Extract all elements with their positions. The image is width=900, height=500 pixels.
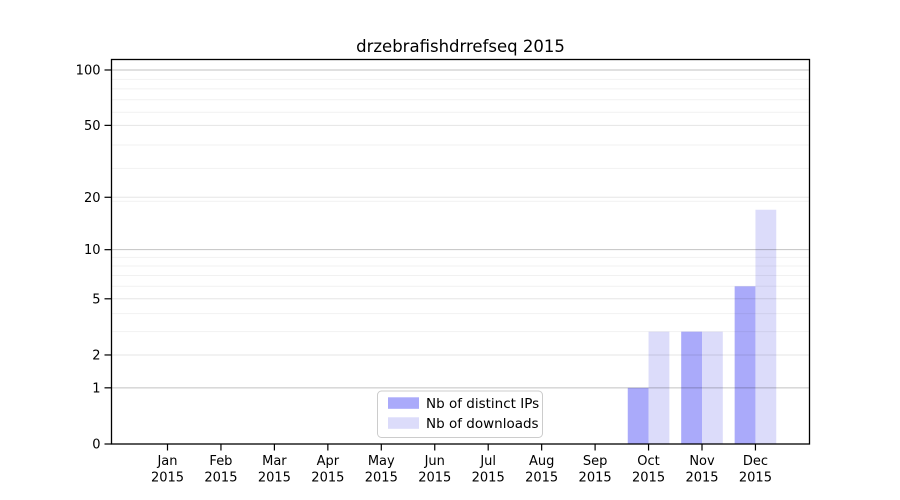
x-tick-label-year-may: 2015: [365, 471, 398, 486]
legend-label-downloads: Nb of downloads: [426, 416, 539, 432]
x-tick-label-year-apr: 2015: [311, 471, 344, 486]
chart-title: drzebrafishdrrefseq 2015: [356, 37, 565, 56]
y-tick-label-5: 5: [92, 292, 100, 307]
y-tick-label-1: 1: [92, 381, 100, 396]
x-tick-label-month-jan: Jan: [156, 454, 177, 469]
x-tick-label-year-jul: 2015: [472, 471, 505, 486]
x-tick-label-month-sep: Sep: [583, 454, 608, 469]
plot-area: 0 1 2 5 10 20 50 100 Jan 2015 Feb 2015 Mar 2015 Apr 201…: [76, 58, 811, 486]
x-tick-label-month-dec: Dec: [743, 454, 768, 469]
x-tick-label-year-sep: 2015: [579, 471, 612, 486]
x-tick-label-month-oct: Oct: [637, 454, 659, 469]
bar-distinct-ips-nov: [681, 331, 702, 444]
bar-downloads-dec: [755, 209, 777, 444]
plot-border: [110, 58, 811, 445]
x-tick-label-year-feb: 2015: [204, 471, 237, 486]
x-tick-label-year-nov: 2015: [685, 471, 718, 486]
y-tick-label-100: 100: [76, 63, 101, 78]
x-tick-label-year-mar: 2015: [258, 471, 291, 486]
x-tick-label-month-apr: Apr: [317, 454, 340, 469]
x-tick-label-month-mar: Mar: [262, 454, 287, 469]
bar-downloads-oct: [648, 331, 670, 444]
legend-swatch-distinct-ips: [388, 397, 419, 409]
bar-distinct-ips-dec: [734, 286, 756, 444]
x-tick-label-month-feb: Feb: [209, 454, 232, 469]
y-tick-label-50: 50: [84, 119, 101, 134]
x-tick-label-month-jun: Jun: [424, 454, 445, 469]
x-tick-label-year-jan: 2015: [151, 471, 184, 486]
legend-swatch-downloads: [388, 417, 419, 429]
bar-distinct-ips-oct: [627, 387, 649, 444]
legend: Nb of distinct IPs Nb of downloads: [377, 390, 543, 438]
y-tick-label-2: 2: [92, 348, 100, 363]
y-tick-label-10: 10: [84, 243, 101, 258]
x-tick-label-year-aug: 2015: [525, 471, 558, 486]
x-tick-label-year-dec: 2015: [739, 471, 772, 486]
x-tick-label-month-aug: Aug: [529, 454, 554, 469]
x-tick-label-month-may: May: [368, 454, 395, 469]
x-tick-label-month-jul: Jul: [479, 454, 496, 469]
x-tick-label-year-jun: 2015: [418, 471, 451, 486]
x-tick-label-year-oct: 2015: [632, 471, 665, 486]
y-tick-label-0: 0: [92, 438, 100, 453]
legend-label-distinct-ips: Nb of distinct IPs: [426, 396, 539, 412]
bar-downloads-nov: [702, 331, 723, 444]
y-tick-label-20: 20: [84, 191, 101, 206]
x-tick-label-month-nov: Nov: [689, 454, 715, 469]
